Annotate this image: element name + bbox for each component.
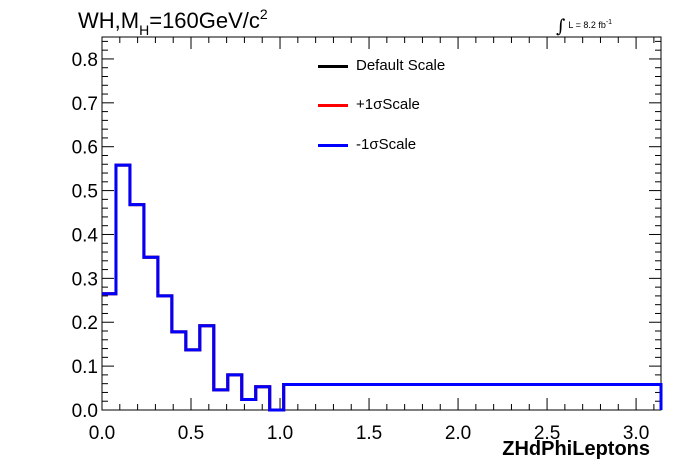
- y-tick-label: 0.0: [72, 401, 98, 422]
- y-tick-label: 0.8: [72, 50, 98, 71]
- x-tick-label: 3.0: [623, 423, 649, 444]
- y-tick-label: 0.7: [72, 94, 98, 115]
- x-axis-label: ZHdPhiLeptons: [502, 438, 650, 460]
- title-subscript: H: [139, 22, 150, 38]
- title-superscript: 2: [259, 6, 268, 22]
- title-prefix: WH,M: [78, 8, 140, 33]
- y-tick-label: 0.2: [72, 313, 98, 334]
- x-tick-label: 1.0: [267, 423, 293, 444]
- axis-ticks: 0.0 0.1 0.2 0.3 0.4 0.5 0.6 0.7 0.8 0.0 0.5 1.0 1.5 2…: [72, 37, 661, 444]
- legend-swatch-minus: [318, 144, 348, 147]
- legend-label-minus: -1σScale: [356, 136, 417, 153]
- x-tick-label: 2.5: [534, 423, 560, 444]
- luminosity-label: ∫ L = 8.2 fb-1: [556, 12, 613, 37]
- series-2-line: [102, 163, 663, 412]
- legend-swatch-plus: [318, 104, 348, 107]
- series-0-line: [102, 163, 663, 412]
- series-layer: [102, 163, 663, 412]
- y-tick-label: 0.3: [72, 269, 98, 290]
- legend-swatch-default: [318, 65, 348, 68]
- x-tick-label: 0.5: [178, 423, 204, 444]
- title-value: =160GeV/c: [149, 8, 260, 33]
- series-1-line: [102, 163, 663, 412]
- legend-label-plus: +1σScale: [356, 96, 420, 113]
- y-tick-label: 0.5: [72, 182, 98, 203]
- y-tick-label: 0.1: [72, 357, 98, 378]
- y-tick-label: 0.4: [72, 225, 99, 246]
- integral-symbol: ∫: [556, 16, 566, 37]
- chart-title: WH,MH=160GeV/c2: [78, 6, 268, 38]
- legend-label-default: Default Scale: [356, 57, 446, 74]
- y-tick-label: 0.6: [72, 138, 98, 159]
- x-tick-label: 1.5: [356, 423, 382, 444]
- x-tick-label: 0.0: [89, 423, 115, 444]
- plot-frame: [101, 36, 662, 411]
- x-tick-label: 2.0: [445, 423, 471, 444]
- luminosity-superscript: -1: [605, 19, 613, 26]
- luminosity-text: L = 8.2 fb: [568, 20, 606, 30]
